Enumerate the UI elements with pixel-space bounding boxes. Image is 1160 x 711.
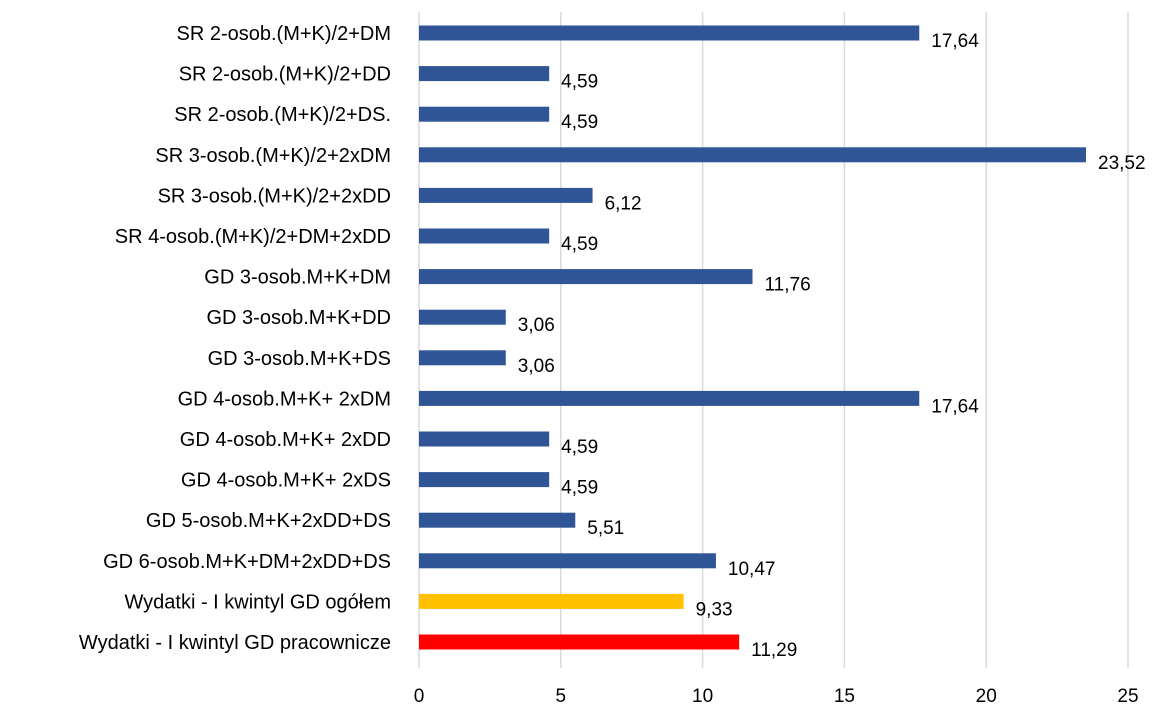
data-label: 3,06 [518, 356, 555, 377]
category-label: GD 5-osob.M+K+2xDD+DS [146, 510, 391, 532]
data-label: 5,51 [587, 518, 624, 539]
bar [419, 147, 1087, 163]
bar [419, 390, 920, 406]
category-label: GD 4-osob.M+K+ 2xDD [180, 429, 391, 451]
data-label: 23,52 [1098, 153, 1146, 174]
data-label: 4,59 [561, 478, 598, 499]
x-tick-label: 15 [834, 686, 855, 707]
data-label: 11,76 [765, 275, 811, 296]
value-labels: 17,64 4,59 4,59 23,52 6,12 4,59 11,76 3,06 3,06 1… [518, 31, 1146, 661]
category-label: Wydatki - I kwintyl GD pracownicze [79, 632, 391, 654]
category-label: GD 3-osob.M+K+DS [208, 348, 391, 370]
bar [419, 269, 753, 285]
category-label: GD 4-osob.M+K+ 2xDM [178, 388, 391, 410]
data-label: 17,64 [931, 31, 979, 52]
category-label: GD 3-osob.M+K+DM [204, 267, 391, 289]
x-axis-ticks: 0 5 10 15 20 25 [414, 686, 1139, 707]
category-label: GD 4-osob.M+K+ 2xDS [181, 470, 391, 492]
category-label: SR 2-osob.(M+K)/2+DM [176, 23, 391, 45]
bar [419, 187, 593, 203]
bar [419, 25, 920, 41]
category-label: SR 4-osob.(M+K)/2+DM+2xDD [115, 226, 391, 248]
bar [419, 553, 716, 569]
bar [419, 634, 740, 650]
bar [419, 350, 506, 366]
x-tick-label: 25 [1117, 686, 1138, 707]
data-label: 9,33 [696, 599, 733, 620]
category-label: Wydatki - I kwintyl GD ogółem [124, 591, 391, 613]
data-label: 4,59 [561, 437, 598, 458]
data-label: 10,47 [728, 559, 776, 580]
category-label: SR 3-osob.(M+K)/2+2xDM [155, 145, 391, 167]
bar [419, 593, 684, 609]
bar [419, 309, 506, 325]
bar [419, 106, 550, 122]
data-label: 17,64 [931, 396, 979, 417]
x-tick-label: 0 [414, 686, 425, 707]
category-label: GD 3-osob.M+K+DD [206, 307, 391, 329]
category-labels: SR 2-osob.(M+K)/2+DM SR 2-osob.(M+K)/2+DD… [79, 23, 391, 654]
data-label: 6,12 [605, 193, 642, 214]
category-label: GD 6-osob.M+K+DM+2xDD+DS [103, 551, 391, 573]
category-label: SR 2-osob.(M+K)/2+DD [179, 64, 391, 86]
bar [419, 228, 550, 244]
data-label: 3,06 [518, 315, 555, 336]
bar [419, 472, 550, 488]
category-label: SR 2-osob.(M+K)/2+DS. [174, 104, 391, 126]
x-tick-label: 10 [692, 686, 713, 707]
x-tick-label: 5 [556, 686, 567, 707]
data-label: 4,59 [561, 234, 598, 255]
category-label: SR 3-osob.(M+K)/2+2xDD [158, 185, 391, 207]
data-label: 4,59 [561, 72, 598, 93]
bar [419, 431, 550, 447]
bars [419, 25, 1087, 650]
bar [419, 512, 576, 528]
x-tick-label: 20 [976, 686, 997, 707]
bar [419, 66, 550, 82]
data-label: 11,29 [751, 640, 797, 661]
data-label: 4,59 [561, 112, 598, 133]
